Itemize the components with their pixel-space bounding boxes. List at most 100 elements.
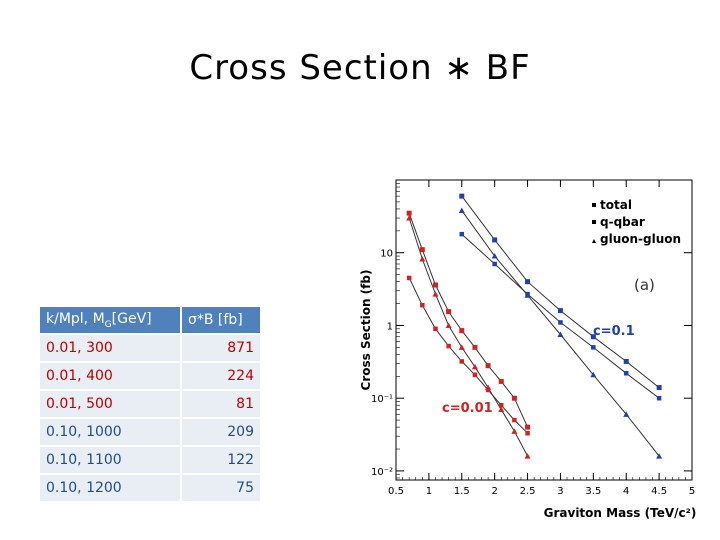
y-tick-label: 10⁻² xyxy=(371,467,393,478)
axis-ticks: 0.5 1 1.5 2 2.5 3 3.5 4 4.5 5 10⁻² 10⁻¹ 1 10 xyxy=(371,180,695,497)
x-tick-label: 2 xyxy=(491,486,497,497)
data-point-q-qbar xyxy=(656,395,662,401)
slide-title: Cross Section ∗ BF xyxy=(189,48,531,88)
header-sigma-b: σ*B [fb] xyxy=(180,307,260,333)
data-point-q-qbar xyxy=(492,261,497,267)
data-point-gluon-gluon xyxy=(432,291,439,297)
data-point-total xyxy=(623,358,629,364)
legend-total: total xyxy=(600,198,632,212)
legend-marker-gluon xyxy=(592,239,596,243)
legend-qqbar: q-qbar xyxy=(600,215,645,229)
data-point-gluon-gluon xyxy=(485,384,492,391)
data-point-q-qbar xyxy=(525,430,530,436)
x-tick-label: 1 xyxy=(426,486,432,497)
header-coupling-mass-main: k/Mpl, M xyxy=(46,310,105,327)
row-label: 0.01, 300 xyxy=(40,335,180,361)
data-point-gluon-gluon xyxy=(406,215,413,221)
data-point-gluon-gluon xyxy=(471,363,478,370)
annotation-c001: c=0.01 xyxy=(442,401,493,416)
row-value: 81 xyxy=(180,391,260,417)
plot-frame xyxy=(395,179,693,481)
data-point-q-qbar xyxy=(498,402,504,408)
cross-section-chart: 0.5 1 1.5 2 2.5 3 3.5 4 4.5 5 10⁻² 10⁻¹ 1 10 Cross Se… xyxy=(359,179,697,520)
row-label: 0.10, 1200 xyxy=(40,475,180,501)
data-point-total xyxy=(557,308,563,314)
series-line-gluon-gluon-c=0.01 xyxy=(408,217,529,457)
cross-section-table: k/Mpl, MG[GeV] σ*B [fb] 0.01, 300 871 0.… xyxy=(40,305,260,503)
y-axis-label: Cross Section (fb) xyxy=(359,270,373,391)
data-point-gluon-gluon xyxy=(491,253,498,259)
data-point-gluon-gluon xyxy=(458,207,465,214)
data-point-gluon-gluon xyxy=(419,255,426,262)
panel-label: (a) xyxy=(634,276,655,294)
data-point-total xyxy=(459,193,465,199)
data-point-total xyxy=(459,328,465,334)
data-point-gluon-gluon xyxy=(656,453,663,459)
table-row: 0.01, 400 224 xyxy=(40,363,260,389)
data-point-q-qbar xyxy=(406,275,412,281)
header-coupling-mass-sub: G xyxy=(104,319,112,330)
data-point-total xyxy=(472,344,478,350)
data-point-total xyxy=(525,424,531,430)
row-value: 122 xyxy=(180,447,260,473)
table-header-row: k/Mpl, MG[GeV] σ*B [fb] xyxy=(40,307,260,333)
row-value: 871 xyxy=(180,335,260,361)
x-tick-label: 2.5 xyxy=(520,486,536,497)
table-row: 0.01, 500 81 xyxy=(40,391,260,417)
data-point-gluon-gluon xyxy=(623,411,630,417)
y-tick-label: 10 xyxy=(380,249,393,260)
legend-marker-qqbar xyxy=(592,220,596,224)
data-point-total xyxy=(492,237,498,243)
data-point-gluon-gluon xyxy=(511,428,518,434)
data-point-gluon-gluon xyxy=(524,292,531,298)
series-points xyxy=(406,193,663,459)
data-point-total xyxy=(656,385,662,391)
legend: total q-qbar gluon-gluon xyxy=(592,198,681,246)
row-label: 0.10, 1100 xyxy=(40,447,180,473)
row-label: 0.01, 400 xyxy=(40,363,180,389)
data-point-q-qbar xyxy=(472,372,478,378)
legend-marker-total xyxy=(592,203,596,207)
data-point-q-qbar xyxy=(623,371,629,376)
table-row: 0.10, 1200 75 xyxy=(40,475,260,501)
series-line-total-c=0.01 xyxy=(408,213,529,428)
data-point-q-qbar xyxy=(558,320,563,325)
header-coupling-mass-tail: [GeV] xyxy=(111,310,152,327)
data-point-q-qbar xyxy=(433,326,438,332)
row-value: 75 xyxy=(180,475,260,501)
y-tick-label: 1 xyxy=(387,321,393,332)
data-point-gluon-gluon xyxy=(445,322,452,328)
data-point-total xyxy=(432,282,438,288)
data-point-total xyxy=(485,363,491,369)
data-point-q-qbar xyxy=(446,343,451,349)
data-point-total xyxy=(498,378,504,384)
data-point-gluon-gluon xyxy=(498,406,505,412)
data-point-q-qbar xyxy=(459,359,465,364)
row-value: 209 xyxy=(180,419,260,445)
x-tick-label: 3.5 xyxy=(585,486,601,497)
data-point-q-qbar xyxy=(591,345,596,350)
y-tick-label: 10⁻¹ xyxy=(371,394,393,405)
table-row: 0.10, 1000 209 xyxy=(40,419,260,445)
data-point-q-qbar xyxy=(512,417,517,423)
row-label: 0.01, 500 xyxy=(40,391,180,417)
x-axis-label: Graviton Mass (TeV/c²) xyxy=(544,506,697,520)
data-point-total xyxy=(511,395,517,401)
x-tick-label: 1.5 xyxy=(454,486,470,497)
x-tick-label: 4 xyxy=(623,486,629,497)
data-point-q-qbar xyxy=(420,302,425,308)
data-point-total xyxy=(590,334,596,340)
x-tick-label: 5 xyxy=(689,486,695,497)
x-tick-label: 0.5 xyxy=(388,486,404,497)
data-point-total xyxy=(446,309,452,315)
row-label: 0.10, 1000 xyxy=(40,419,180,445)
data-point-total xyxy=(406,210,412,216)
header-coupling-mass: k/Mpl, MG[GeV] xyxy=(40,307,180,333)
data-point-gluon-gluon xyxy=(458,344,465,350)
x-tick-label: 3 xyxy=(557,486,563,497)
data-point-gluon-gluon xyxy=(557,331,564,338)
row-value: 224 xyxy=(180,363,260,389)
data-point-total xyxy=(525,279,531,285)
data-point-gluon-gluon xyxy=(524,453,531,459)
x-tick-label: 4.5 xyxy=(651,486,667,497)
